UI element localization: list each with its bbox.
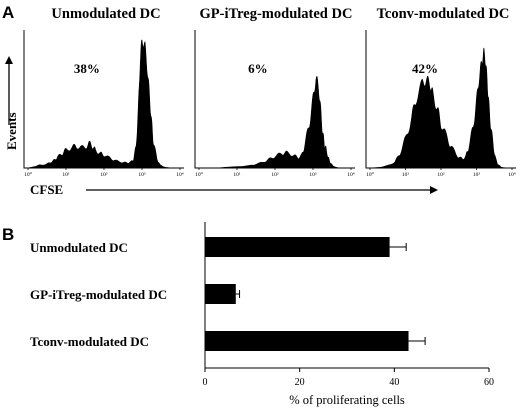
percent-annotation: 6% [248,61,268,76]
category-label: GP-iTreg-modulated DC [30,287,167,302]
x-axis-label: % of proliferating cells [289,393,405,407]
category-label: Unmodulated DC [30,240,128,255]
histogram-title: Tconv-modulated DC [377,6,510,22]
histogram-panel-1: 10⁰ 10¹ 10² 10³ 10⁴ Unmodulated DC 38% [23,6,184,178]
histogram-series [27,39,180,169]
category-label: Tconv-modulated DC [30,334,149,349]
bar [205,237,390,257]
histogram-panel-3: 10⁰ 10¹ 10² 10³ 10⁴ Tconv-modulated DC 42% [365,6,516,178]
x-tick-label: 10⁴ [508,172,516,178]
x-tick-label: 10¹ [233,172,241,178]
percent-annotation: 38% [74,61,100,76]
x-tick-label: 60 [484,377,494,388]
x-tick-label: 20 [295,377,305,388]
x-tick-label: 0 [203,377,208,388]
panel-b-label: B [2,225,14,244]
percent-annotation: 42% [412,61,438,76]
x-tick-label: 10⁰ [366,171,375,178]
x-tick-label: 10² [437,172,445,178]
x-tick-label: 10³ [138,172,146,178]
cfse-label: CFSE [30,182,63,197]
histogram-panel-2: 10⁰ 10¹ 10² 10³ 10⁴ GP-iTreg-modulated DC 6% [194,6,355,178]
panel-a-label: A [2,3,14,22]
bar [205,331,409,351]
histogram-axes [194,30,355,169]
x-tick-label: 10¹ [402,172,410,178]
x-tick-label: 10³ [473,172,481,178]
x-tick-label: 40 [389,377,399,388]
x-tick-label: 10⁴ [347,172,355,178]
x-tick-label: 10² [100,172,108,178]
x-tick-label: 10¹ [62,172,70,178]
x-tick-label: 10² [271,172,279,178]
bar-chart: Unmodulated DC GP-iTreg-modulated DC Tconv… [30,222,494,407]
histogram-series [369,47,512,169]
histogram-title: Unmodulated DC [51,6,160,22]
histogram-series [199,76,351,169]
histogram-title: GP-iTreg-modulated DC [200,6,353,22]
histogram-axes [23,30,184,169]
events-label: Events [4,112,19,150]
x-tick-label: 10⁰ [195,171,204,178]
x-tick-label: 10³ [309,172,317,178]
x-tick-label: 10⁰ [24,171,33,178]
bar [205,284,236,304]
x-tick-label: 10⁴ [176,172,184,178]
